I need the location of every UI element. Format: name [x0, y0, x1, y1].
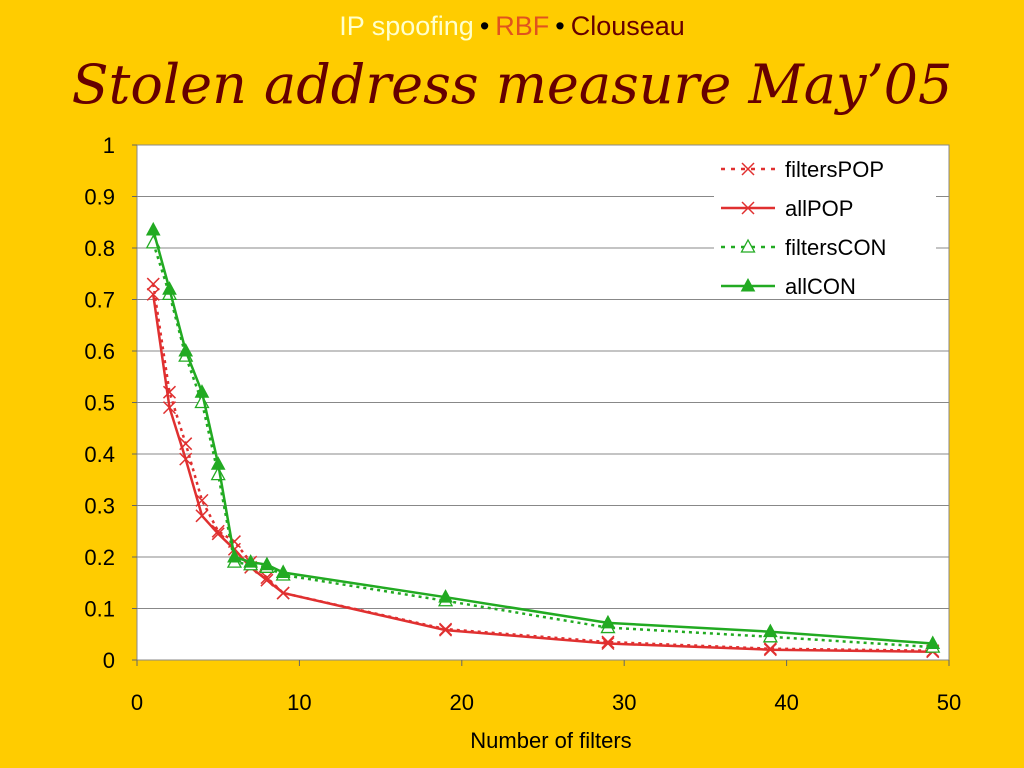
data-point-marker	[162, 281, 177, 295]
data-point-marker	[162, 401, 177, 415]
marker-stroke	[276, 586, 290, 600]
data-point-marker	[260, 573, 274, 587]
data-point-marker	[925, 635, 941, 650]
data-point-marker	[179, 452, 193, 466]
y-tick-label: 0.4	[84, 442, 115, 467]
header-separator: •	[479, 11, 490, 41]
data-point-marker	[601, 635, 615, 649]
marker-stroke	[162, 385, 177, 399]
marker-stroke	[146, 287, 160, 301]
x-tick-label: 0	[131, 690, 143, 715]
data-point-marker	[195, 509, 209, 523]
legend-label: filtersPOP	[785, 157, 884, 182]
marker-stroke	[260, 573, 274, 587]
marker-stroke	[741, 162, 755, 176]
legend-item: allCON	[721, 274, 856, 299]
data-point-marker	[146, 287, 160, 301]
x-axis-label: Number of filters	[470, 728, 631, 753]
legend-item: allPOP	[721, 196, 853, 221]
data-point-marker	[741, 162, 755, 176]
data-point-marker	[763, 643, 777, 657]
marker-stroke	[601, 635, 615, 649]
legend-label: filtersCON	[785, 235, 886, 260]
data-point-marker	[741, 201, 755, 215]
data-point-marker	[210, 456, 226, 470]
y-tick-label: 0	[103, 648, 115, 673]
data-point-marker	[211, 524, 225, 538]
marker-stroke	[211, 527, 225, 541]
series-allCON	[145, 221, 941, 650]
data-point-marker	[260, 571, 274, 585]
header-part-ip-spoofing: IP spoofing	[339, 11, 474, 41]
data-point-marker	[243, 554, 259, 568]
data-point-marker	[600, 614, 616, 629]
legend: filtersPOP allPOP filtersCON allCON	[714, 147, 936, 299]
y-tick-label: 0.7	[84, 288, 115, 313]
marker-stroke	[179, 452, 193, 466]
x-tick-label: 50	[937, 690, 961, 715]
y-tick-label: 1	[103, 133, 115, 158]
header-line: IP spoofing • RBF • Clouseau	[0, 10, 1024, 42]
x-tick-label: 20	[450, 690, 474, 715]
marker-stroke	[260, 571, 274, 585]
marker-stroke	[601, 636, 615, 651]
header-separator: •	[555, 11, 565, 41]
data-point-marker	[740, 277, 756, 292]
y-tick-label: 0.9	[84, 185, 115, 210]
marker-stroke	[439, 623, 453, 637]
data-point-marker	[275, 564, 291, 578]
legend-item: filtersPOP	[721, 157, 884, 182]
data-point-marker	[178, 342, 194, 357]
data-point-marker	[211, 527, 225, 541]
data-point-marker	[740, 238, 756, 253]
x-tick-label: 10	[287, 690, 311, 715]
header-part-clouseau: Clouseau	[570, 11, 685, 41]
legend-label: allCON	[785, 274, 856, 299]
y-tick-label: 0.3	[84, 494, 115, 519]
data-point-marker	[276, 586, 290, 600]
y-tick-label: 0.2	[84, 545, 115, 570]
data-point-marker	[227, 548, 242, 563]
x-tick-label: 30	[612, 690, 636, 715]
page-title: Stolen address measure May’05	[71, 53, 953, 116]
data-point-marker	[601, 636, 615, 651]
data-point-marker	[438, 589, 453, 603]
data-point-marker	[146, 277, 160, 291]
y-tick-label: 0.6	[84, 339, 115, 364]
header-part-rbf: RBF	[495, 11, 550, 41]
data-point-marker	[763, 623, 778, 638]
legend-item: filtersCON	[721, 235, 886, 260]
y-tick-label: 0.5	[84, 391, 115, 416]
marker-stroke	[195, 509, 209, 523]
data-point-marker	[439, 623, 453, 637]
y-tick-label: 0.8	[84, 236, 115, 261]
y-tick-label: 0.1	[84, 597, 115, 622]
data-point-marker	[145, 221, 161, 236]
data-point-marker	[194, 384, 210, 398]
data-point-marker	[259, 556, 275, 571]
x-tick-label: 40	[774, 690, 798, 715]
marker-stroke	[146, 277, 160, 291]
marker-stroke	[741, 201, 755, 215]
marker-stroke	[211, 524, 225, 538]
marker-stroke	[162, 401, 177, 415]
marker-stroke	[763, 643, 777, 657]
legend-label: allPOP	[785, 196, 853, 221]
